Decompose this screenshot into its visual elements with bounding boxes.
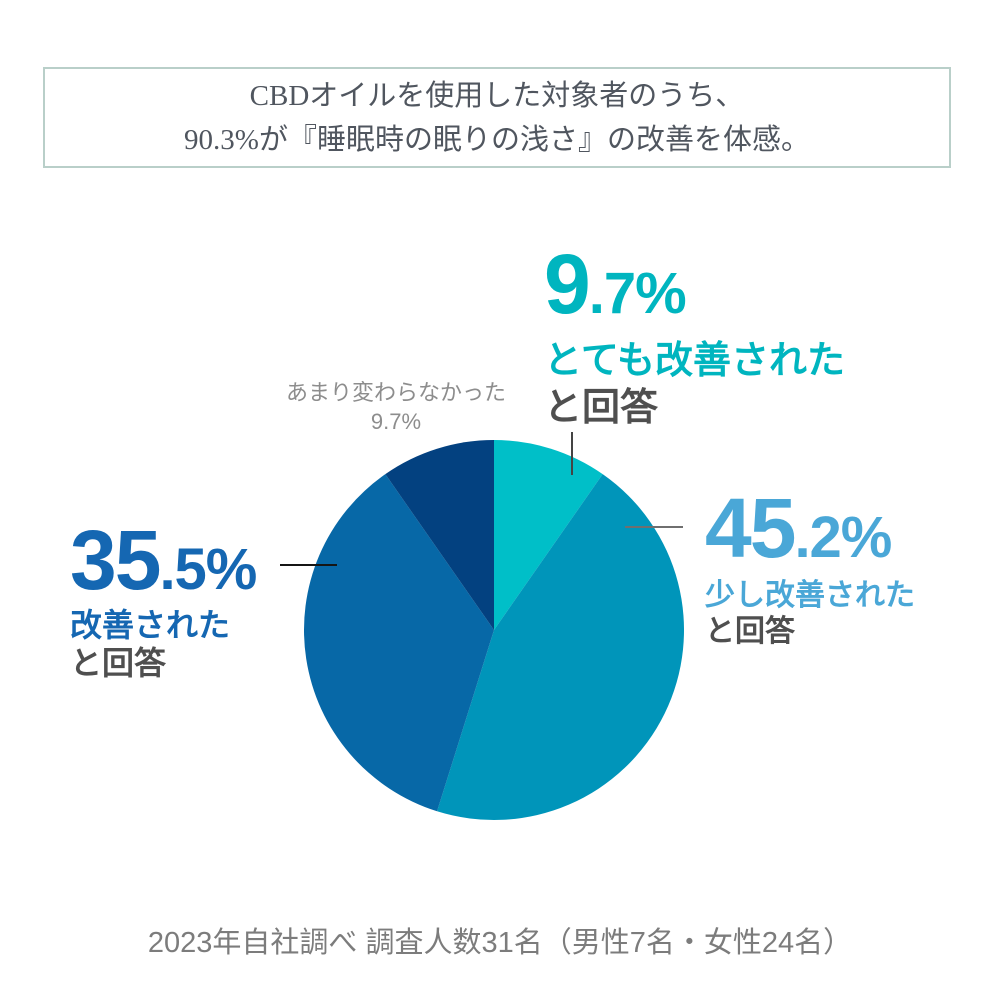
header-box: CBDオイルを使用した対象者のうち、 90.3%が『睡眠時の眠りの浅さ』の改善を… [43, 67, 951, 168]
pie-chart [304, 440, 684, 820]
pie-slice-3 [385, 440, 494, 630]
stat-block-slightly-improved: 45.2% 少し改善された と回答 [705, 486, 915, 650]
stat-label-improved: 改善された [70, 607, 231, 643]
stat-suffix-slightly-improved: と回答 [705, 615, 795, 648]
stat-label-slightly-improved: 少し改善された [705, 579, 915, 612]
stat-block-improved: 35.5% 改善された と回答 [70, 513, 257, 682]
leader-line-very-improved [571, 432, 573, 475]
leader-line-improved [280, 564, 337, 566]
stat-suffix-improved: と回答 [70, 645, 167, 681]
stat-value-unchanged: 9.7% [370, 409, 422, 434]
stat-label-unchanged: あまり変わらなかった [285, 380, 506, 405]
stat-value-improved: 35.5% [70, 513, 257, 607]
stat-block-unchanged: あまり変わらなかった 9.7% [284, 378, 508, 436]
stat-value-very-improved: 9.7% [544, 237, 687, 331]
survey-source-note: 2023年自社調べ 調査人数31名（男性7名・女性24名） [147, 927, 853, 959]
stat-value-slightly-improved: 45.2% [705, 481, 892, 575]
pie-slice-1 [437, 474, 684, 820]
stat-label-very-improved: とても改善された [544, 340, 845, 382]
pie-slice-0 [494, 440, 603, 630]
stat-suffix-very-improved: と回答 [544, 387, 659, 429]
stat-block-very-improved: 9.7% とても改善された と回答 [544, 242, 845, 431]
pie-slice-2 [304, 474, 494, 812]
header-line2: 90.3%が『睡眠時の眠りの浅さ』の改善を体感。 [184, 123, 810, 156]
header-line1: CBDオイルを使用した対象者のうち、 [249, 79, 745, 112]
leader-line-slightly-improved [625, 526, 683, 528]
